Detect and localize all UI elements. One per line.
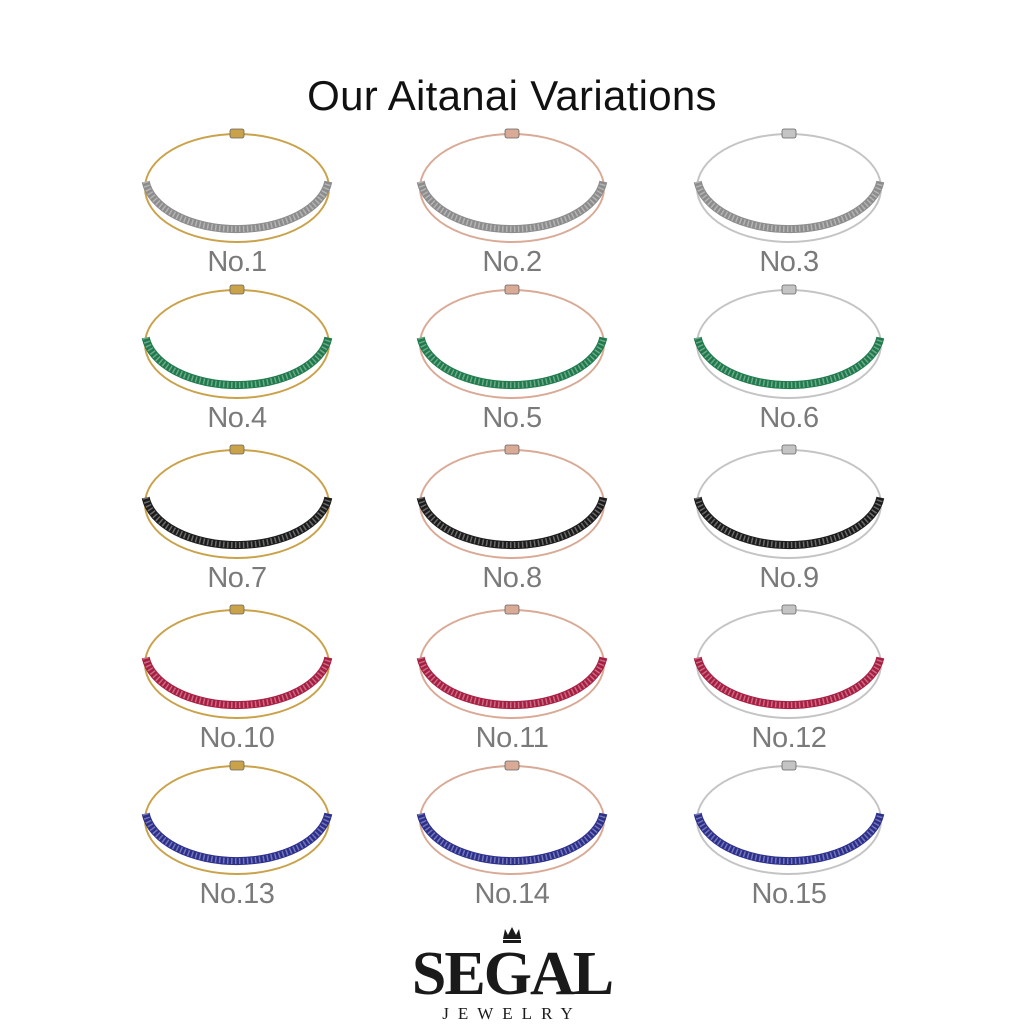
variation-item: No.10: [127, 598, 347, 758]
variation-item: No.7: [127, 438, 347, 598]
variation-item: No.5: [402, 278, 622, 438]
clasp: [229, 444, 245, 455]
svg-text:JEWELRY: JEWELRY: [442, 1004, 582, 1023]
clasp: [504, 444, 520, 455]
necklace-image: [141, 604, 333, 719]
variation-item: No.3: [679, 122, 899, 282]
necklace-image: [416, 128, 608, 243]
clasp: [781, 760, 797, 771]
necklace-image: [141, 760, 333, 875]
variation-item: No.4: [127, 278, 347, 438]
variation-label: No.8: [482, 562, 542, 594]
necklace-image: [693, 760, 885, 875]
variation-item: No.13: [127, 754, 347, 914]
necklace-image: [416, 604, 608, 719]
variation-label: No.2: [482, 246, 542, 278]
clasp: [229, 284, 245, 295]
necklace-image: [141, 444, 333, 559]
necklace-image: [416, 444, 608, 559]
crown-icon: [503, 927, 521, 943]
variation-label: No.1: [207, 246, 267, 278]
necklace-image: [693, 604, 885, 719]
variation-item: No.2: [402, 122, 622, 282]
variation-item: No.8: [402, 438, 622, 598]
clasp: [781, 604, 797, 615]
variation-label: No.10: [199, 722, 275, 754]
clasp: [781, 284, 797, 295]
variation-item: No.11: [402, 598, 622, 758]
necklace-image: [693, 444, 885, 559]
variation-item: No.15: [679, 754, 899, 914]
clasp: [229, 760, 245, 771]
svg-text:SEGAL: SEGAL: [412, 940, 612, 1008]
necklace-image: [693, 128, 885, 243]
variation-label: No.11: [475, 722, 549, 754]
variation-label: No.13: [199, 878, 275, 910]
variation-label: No.5: [482, 402, 542, 434]
clasp: [504, 128, 520, 139]
variation-label: No.15: [751, 878, 827, 910]
variation-label: No.7: [207, 562, 267, 594]
variation-label: No.3: [759, 246, 819, 278]
variation-label: No.12: [751, 722, 827, 754]
variation-item: No.12: [679, 598, 899, 758]
clasp: [229, 604, 245, 615]
segal-jewelry-logo: SEGAL JEWELRY: [412, 925, 614, 1024]
variation-label: No.9: [759, 562, 819, 594]
clasp: [781, 444, 797, 455]
variation-item: No.14: [402, 754, 622, 914]
clasp: [504, 284, 520, 295]
clasp: [504, 760, 520, 771]
variation-label: No.6: [759, 402, 819, 434]
necklace-image: [693, 284, 885, 399]
clasp: [229, 128, 245, 139]
necklace-image: [141, 284, 333, 399]
variation-item: No.9: [679, 438, 899, 598]
necklace-image: [416, 760, 608, 875]
variation-item: No.1: [127, 122, 347, 282]
clasp: [781, 128, 797, 139]
necklace-image: [416, 284, 608, 399]
page-title: Our Aitanai Variations: [307, 72, 717, 119]
necklace-image: [141, 128, 333, 243]
clasp: [504, 604, 520, 615]
variation-item: No.6: [679, 278, 899, 438]
variation-label: No.4: [207, 402, 267, 434]
variation-label: No.14: [474, 878, 550, 910]
